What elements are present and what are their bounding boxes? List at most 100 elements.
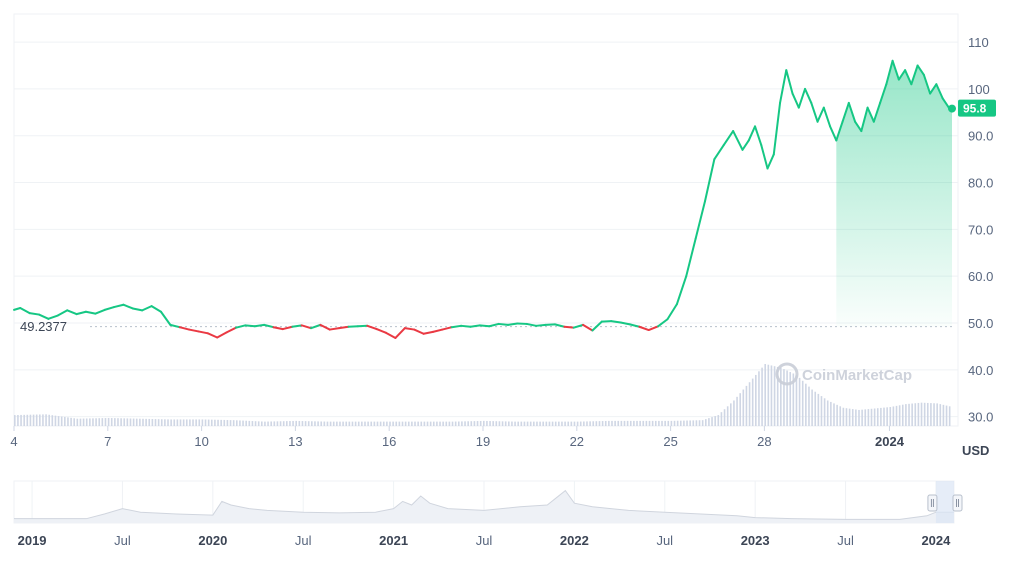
price-segment [216,331,228,339]
x-tick-label: 2024 [875,434,905,449]
volume-bar [751,378,754,426]
price-segment [732,130,744,151]
volume-bar [398,421,401,426]
volume-bar [808,386,810,426]
volume-bar [698,420,701,426]
price-segment [760,144,769,170]
current-price-badge [958,99,996,117]
price-segment [866,106,875,123]
volume-bar [307,421,310,426]
price-segment [638,325,650,332]
range-navigator[interactable]: 2019 Jul 2020 Jul 2021 Jul 2022 Jul 2023 Jul 2024 [13,480,963,548]
navigator-tick-label: Jul [837,533,854,548]
volume-bar [76,418,79,426]
price-segment [935,83,944,100]
volume-bar [35,414,38,426]
volume-bar [345,421,348,426]
volume-bar [648,420,651,426]
volume-bar [154,419,157,426]
volume-bar [107,417,110,426]
volume-bar [454,421,457,426]
volume-bar [636,420,638,426]
volume-bar [514,421,516,426]
x-tick-label: 25 [663,434,677,449]
volume-bar [776,366,779,426]
volume-bar [407,421,410,426]
volume-bar [473,421,476,426]
volume-bar [442,421,444,426]
volume-bar [570,421,573,426]
volume-bar [286,421,288,426]
volume-bar [645,420,648,426]
volume-bar [301,421,304,426]
volume-bar [573,421,576,426]
volume-bar [235,420,238,426]
y-tick-label: 70.0 [968,222,993,237]
x-tick-label: 13 [288,434,302,449]
navigator-tick-label: 2023 [741,533,770,548]
volume-bar [404,421,407,426]
price-segment [610,320,622,324]
volume-bar [901,404,904,426]
navigator-handle-left[interactable] [927,494,938,512]
navigator-tick-label: 2022 [560,533,589,548]
navigator-selection[interactable] [935,481,954,523]
volume-bar [423,421,426,426]
volume-bar [858,409,860,426]
volume-bar [780,367,782,426]
price-segment [66,309,78,316]
price-segment [657,318,669,328]
volume-bar [614,420,616,426]
y-tick-label: 110 [968,35,989,50]
volume-bar [376,421,379,426]
volume-bar [448,421,451,426]
volume-bar [60,416,63,426]
volume-bar [501,421,504,426]
volume-bar [379,421,382,426]
volume-bar [476,421,479,426]
price-segment [929,83,938,95]
price-segment [450,324,463,329]
x-tick-label: 19 [476,434,490,449]
volume-bar [576,421,579,426]
volume-bar [586,421,588,426]
volume-bar [795,374,798,426]
price-segment [431,328,444,333]
navigator-tick-label: 2021 [379,533,408,548]
volume-bar [492,421,494,426]
price-segment [885,59,894,86]
price-segment [872,101,882,123]
volume-bar [673,420,676,426]
volume-bar [676,420,679,426]
volume-bar [745,385,748,426]
price-segment [178,326,191,331]
volume-bar [495,421,498,426]
y-tick-label: 30.0 [968,410,993,425]
volume-bar [845,408,848,426]
volume-bar [42,414,44,426]
volume-bar [401,421,404,426]
volume-bar [667,420,670,426]
volume-bar [351,421,354,426]
volume-bar [626,420,629,426]
volume-bar [770,365,773,426]
price-segment [28,312,41,316]
volume-bar [64,416,66,426]
navigator-handle-right[interactable] [952,494,963,512]
price-area-fill [836,60,952,327]
price-segment [113,303,125,309]
price-segment [413,328,425,335]
volume-bar [192,419,194,426]
price-segment [310,323,322,330]
price-segment [816,106,825,123]
volume-bar [920,402,923,426]
volume-bar [886,407,888,426]
price-segment [810,101,819,123]
price-segment [75,310,87,316]
price-segment [804,87,813,104]
price-segment [150,305,162,313]
volume-bar [426,421,429,426]
volume-bar [73,418,76,426]
y-tick-label: 60.0 [968,269,993,284]
